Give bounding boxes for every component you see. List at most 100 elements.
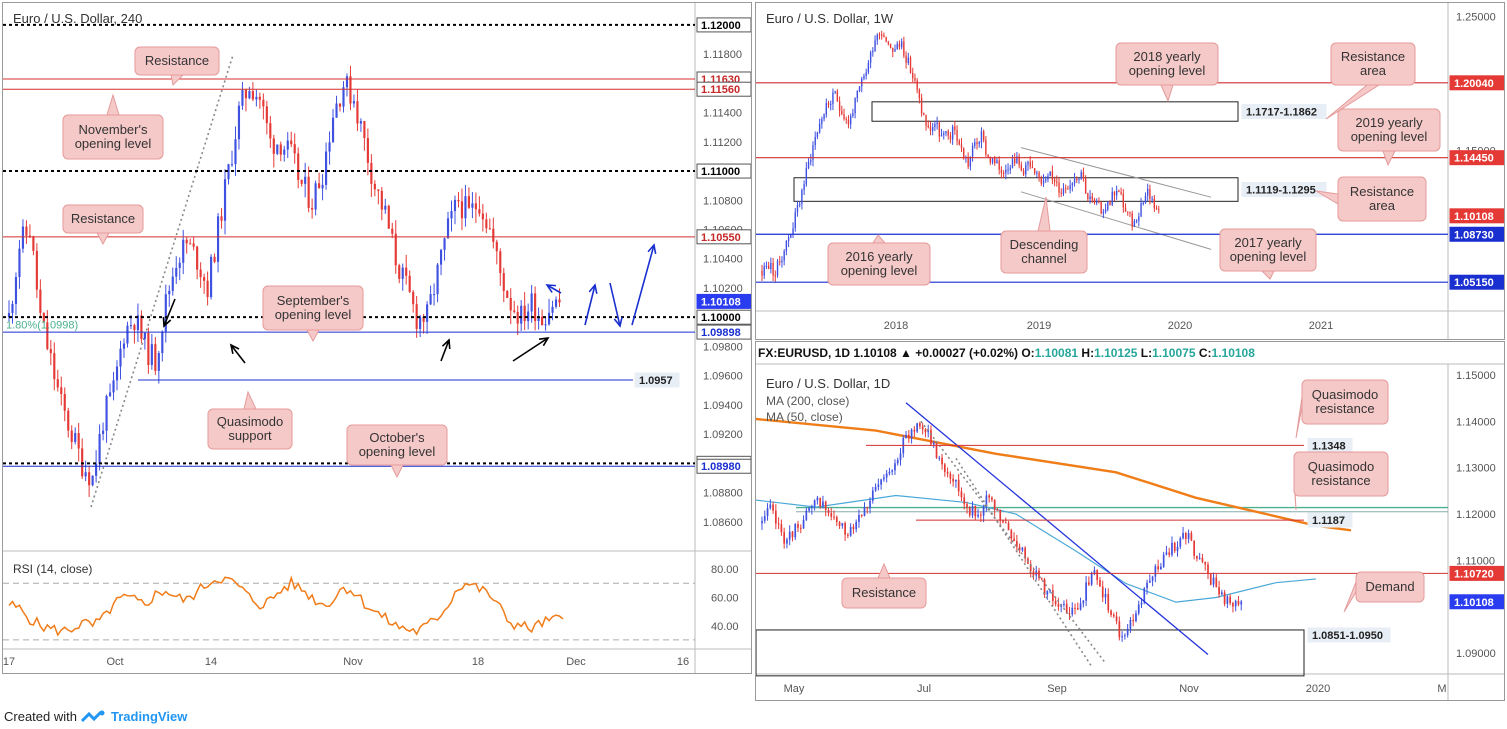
callout-demand-tail	[1343, 581, 1357, 613]
daily-candle	[1160, 566, 1162, 570]
weekly-candle	[1076, 179, 1078, 181]
header-part: 1.10125	[1094, 346, 1141, 360]
h4-candle	[171, 276, 174, 291]
weekly-candle	[841, 110, 843, 115]
h4-candle	[370, 162, 373, 184]
callout-2017-opening-text: opening level	[1230, 249, 1307, 264]
daily-candle	[841, 523, 844, 526]
footer-brand[interactable]: TradingView	[110, 709, 188, 724]
weekly-candle	[914, 78, 916, 81]
weekly-candle	[1022, 170, 1025, 175]
h4-candle	[286, 140, 289, 150]
weekly-candle	[1056, 181, 1058, 183]
h4-candle	[157, 353, 160, 371]
daily-candle	[777, 523, 780, 525]
daily-candle	[1038, 570, 1040, 579]
daily-candle	[833, 516, 835, 518]
h4-candle	[28, 235, 31, 237]
h4-candle	[405, 267, 408, 276]
callout-2017-opening-text: 2017 yearly	[1234, 235, 1302, 250]
weekly-candle	[1102, 211, 1105, 214]
weekly-candle	[949, 135, 952, 140]
weekly-candle	[909, 57, 912, 73]
h4-chart-panel[interactable]: 1.08600 1.08800 1.09200 1.09400 1.09600 1.098…	[2, 2, 752, 674]
daily-candle	[955, 479, 957, 482]
daily-candle	[1182, 533, 1184, 539]
weekly-candle	[858, 86, 861, 91]
weekly-candle	[1005, 169, 1007, 174]
arrow-blue-4-shaft	[631, 244, 655, 326]
weekly-candle	[1071, 183, 1074, 186]
tag-1.10550-text: 1.10550	[701, 232, 741, 244]
weekly-candle	[987, 154, 989, 157]
daily-chart-panel[interactable]: FX:EURUSD, 1D 1.10108 ▲ +0.00027 (+0.02%…	[755, 341, 1505, 701]
weekly-candle	[781, 260, 783, 263]
weekly-candle	[1147, 188, 1149, 196]
weekly-candle	[792, 228, 794, 235]
h4-candle	[122, 343, 126, 349]
daily-candle	[1234, 600, 1237, 607]
weekly-chart-panel[interactable]: 1.250001.150001.100001.050001.1717-1.186…	[755, 2, 1505, 340]
daily-candle	[816, 497, 819, 501]
arrow-blue-2-head	[588, 283, 598, 294]
rsi-tick: 60.00	[711, 592, 739, 604]
weekly-candle	[883, 35, 885, 38]
h4-candle	[419, 316, 422, 329]
callout-resistance-mid-text: Resistance	[71, 211, 135, 226]
x-tick-label: Sep	[1047, 683, 1067, 695]
header-part: O:	[1021, 346, 1034, 360]
daily-candle	[1046, 590, 1049, 595]
callout-quasimodo-resistance-box	[1293, 451, 1389, 497]
daily-candle	[1104, 593, 1107, 598]
h4-candle	[391, 228, 394, 234]
daily-candle	[830, 513, 833, 517]
daily-candle	[824, 501, 827, 510]
weekly-candle	[1078, 178, 1080, 180]
daily-candle	[761, 520, 763, 524]
y-tick-label: 1.11400	[703, 108, 742, 120]
tag-demand-text: 1.0851-1.0950	[1312, 630, 1383, 642]
h4-candle	[394, 233, 397, 266]
ma50-label: MA (50, close)	[766, 410, 843, 424]
weekly-candle	[1129, 212, 1131, 214]
daily-candle	[1096, 570, 1099, 580]
daily-candle	[1165, 552, 1168, 555]
daily-candle	[858, 514, 860, 523]
h4-candle	[105, 395, 108, 431]
tag-1.10550-bg	[696, 229, 751, 245]
callout-resistance-area-box	[1337, 176, 1427, 222]
daily-candle	[943, 464, 946, 472]
daily-candle	[802, 520, 805, 529]
weekly-candle	[1138, 216, 1140, 221]
h4-candle	[359, 121, 362, 124]
daily-candle	[1124, 635, 1126, 637]
weekly-candle	[1007, 169, 1009, 171]
weekly-candle	[765, 265, 768, 267]
weekly-candle	[1109, 201, 1111, 205]
daily-candle	[808, 507, 810, 511]
daily-candle	[968, 507, 971, 516]
y-tick-label: 1.10400	[703, 254, 743, 266]
callout-2017-opening-tail	[1260, 270, 1275, 280]
weekly-candle	[794, 212, 796, 229]
weekly-candle	[1031, 166, 1034, 169]
daily-candle	[896, 460, 899, 464]
daily-candle	[1190, 533, 1193, 541]
weekly-candle	[1140, 203, 1142, 217]
h4-candle	[84, 472, 87, 477]
callout-resistance-tail	[877, 562, 891, 579]
daily-candle	[1173, 542, 1176, 551]
weekly-candle	[770, 262, 772, 269]
weekly-candle	[1096, 201, 1098, 203]
h4-candle	[429, 294, 432, 305]
h4-candle	[88, 472, 91, 486]
weekly-candle	[825, 103, 827, 115]
tag-1.05150-text: 1.05150	[1454, 277, 1494, 289]
daily-candle	[794, 523, 797, 538]
callout-descending-channel-tail	[1037, 196, 1051, 232]
weekly-candle	[836, 91, 839, 102]
h4-candle	[415, 304, 418, 329]
callout-2018-opening-box	[1115, 42, 1219, 86]
weekly-candle	[783, 251, 785, 261]
